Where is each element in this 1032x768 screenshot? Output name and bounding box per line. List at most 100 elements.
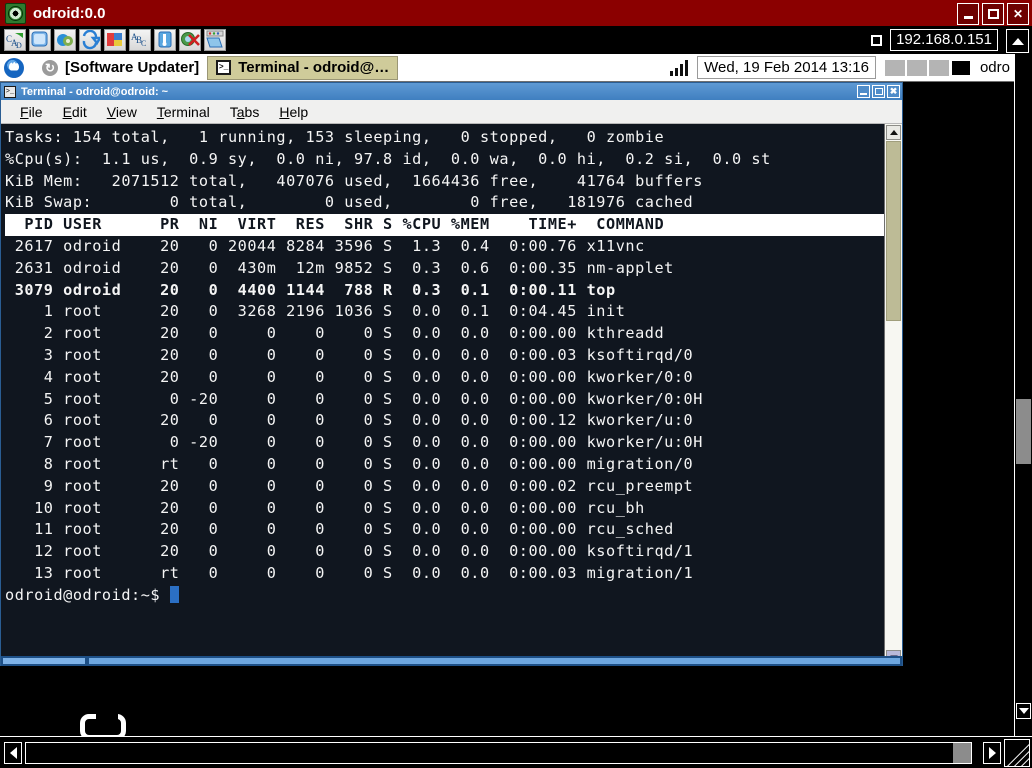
terminal-vertical-scrollbar[interactable]	[884, 124, 902, 666]
terminal-icon: >_	[216, 60, 232, 75]
close-icon: ✖	[889, 86, 898, 96]
network-signal-icon[interactable]	[670, 59, 689, 76]
top-process-row: 7 root 0 -20 0 0 0 S 0.0 0.0 0:00.00 kwo…	[5, 433, 703, 452]
top-process-row: 2 root 20 0 0 0 0 S 0.0 0.0 0:00.00 kthr…	[5, 324, 665, 343]
workspace-2[interactable]	[905, 58, 928, 77]
menu-tabs[interactable]: Tabs	[229, 103, 260, 120]
menu-edit[interactable]: Edit	[62, 103, 87, 120]
fullscreen-icon[interactable]	[29, 29, 51, 51]
triangle-up-icon[interactable]	[1006, 29, 1029, 53]
top-process-row: 9 root 20 0 0 0 0 S 0.0 0.0 0:00.02 rcu_…	[5, 476, 694, 495]
shell-prompt: odroid@odroid:~$	[5, 585, 170, 604]
vnc-toolbar-right: 192.168.0.151	[871, 29, 998, 51]
menu-file[interactable]: File	[20, 103, 43, 120]
workspace-switcher[interactable]	[883, 58, 972, 77]
svg-text:C: C	[6, 34, 12, 44]
top-process-row: 2631 odroid 20 0 430m 12m 9852 S 0.3 0.6…	[5, 258, 674, 277]
terminal-window-buttons: ✖	[857, 85, 900, 98]
top-process-row: 8 root rt 0 0 0 0 S 0.0 0.0 0:00.00 migr…	[5, 454, 694, 473]
scrollbar-thumb-left[interactable]	[3, 658, 85, 664]
terminal-body: Tasks: 154 total, 1 running, 153 sleepin…	[1, 124, 902, 666]
terminal-window: >_ Terminal - odroid@odroid: ~ ✖ File Ed…	[0, 82, 903, 666]
software-updater-icon: ↻	[42, 59, 58, 76]
workspace-1[interactable]	[883, 58, 906, 77]
xfce-panel: ↻ [Software Updater] >_ Terminal - odroi…	[0, 54, 1014, 82]
vnc-minimize-button[interactable]	[957, 3, 979, 25]
svg-text:A: A	[131, 32, 138, 42]
refresh-screen-icon[interactable]	[79, 29, 101, 51]
top-column-header: PID USER PR NI VIRT RES SHR S %CPU %MEM …	[5, 214, 884, 236]
svg-text:C: C	[141, 39, 146, 48]
top-process-row: 10 root 20 0 0 0 0 S 0.0 0.0 0:00.00 rcu…	[5, 498, 645, 517]
task-button-label: [Software Updater]	[65, 59, 200, 76]
workspace-4[interactable]	[949, 58, 972, 77]
host-address-field[interactable]: 192.168.0.151	[890, 29, 998, 51]
vnc-window-buttons: ✕	[957, 3, 1029, 25]
remote-desktop-canvas[interactable]: ↻ [Software Updater] >_ Terminal - odroi…	[0, 54, 1014, 736]
task-button-terminal[interactable]: >_ Terminal - odroid@…	[207, 55, 399, 80]
svg-text:B: B	[136, 35, 142, 45]
square-toggle-icon[interactable]	[871, 34, 883, 46]
scrollbar-track[interactable]	[25, 742, 972, 764]
options-icon[interactable]	[54, 29, 76, 51]
top-process-row: 3 root 20 0 0 0 0 S 0.0 0.0 0:00.03 ksof…	[5, 345, 694, 364]
vnc-titlebar: odroid:0.0 ✕	[0, 0, 1032, 27]
file-transfer-icon[interactable]	[204, 29, 226, 51]
scrollbar-thumb[interactable]	[953, 743, 971, 763]
vnc-window-title: odroid:0.0	[33, 4, 106, 22]
scroll-right-button[interactable]	[983, 742, 1001, 764]
top-process-row: 6 root 20 0 0 0 0 S 0.0 0.0 0:00.12 kwor…	[5, 411, 694, 430]
panel-username: odro	[979, 59, 1010, 76]
terminal-horizontal-scrollbar[interactable]	[1, 656, 902, 666]
scroll-left-button[interactable]	[4, 742, 22, 764]
vnc-close-button[interactable]: ✕	[1007, 3, 1029, 25]
clipboard-transfer-icon[interactable]	[154, 29, 176, 51]
top-process-row: 13 root rt 0 0 0 0 S 0.0 0.0 0:00.03 mig…	[5, 563, 694, 582]
panel-clock[interactable]: Wed, 19 Feb 2014 13:16	[697, 56, 876, 79]
terminal-screen[interactable]: Tasks: 154 total, 1 running, 153 sleepin…	[1, 124, 884, 666]
terminal-minimize-button[interactable]	[857, 85, 870, 98]
menu-help[interactable]: Help	[279, 103, 309, 120]
scrollbar-thumb[interactable]	[1016, 399, 1031, 464]
task-button-software-updater[interactable]: ↻ [Software Updater]	[34, 55, 208, 80]
scrollbar-thumb[interactable]	[886, 141, 901, 321]
scroll-up-button[interactable]	[886, 125, 901, 140]
terminal-titlebar[interactable]: >_ Terminal - odroid@odroid: ~ ✖	[1, 83, 902, 100]
terminal-window-icon: >_	[4, 85, 16, 98]
new-connection-icon[interactable]	[104, 29, 126, 51]
svg-text:D: D	[16, 41, 22, 50]
task-button-label: Terminal - odroid@…	[238, 59, 390, 76]
terminal-menubar: File Edit View Terminal Tabs Help	[1, 100, 902, 124]
vnc-vertical-scrollbar[interactable]	[1014, 54, 1032, 736]
text-cursor	[169, 585, 179, 603]
resize-grip[interactable]	[1004, 739, 1030, 767]
terminal-maximize-button[interactable]	[872, 85, 885, 98]
top-process-row: 3079 odroid 20 0 4400 1144 788 R 0.3 0.1…	[5, 280, 616, 299]
vnc-maximize-button[interactable]	[982, 3, 1004, 25]
workspace-3[interactable]	[927, 58, 950, 77]
disconnect-icon[interactable]	[179, 29, 201, 51]
menu-terminal[interactable]: Terminal	[156, 103, 210, 120]
top-process-row: 11 root 20 0 0 0 0 S 0.0 0.0 0:00.00 rcu…	[5, 520, 674, 539]
window-task-list: ↻ [Software Updater] >_ Terminal - odroi…	[34, 55, 666, 80]
terminal-window-title: Terminal - odroid@odroid: ~	[21, 85, 169, 98]
top-process-row: 1 root 20 0 3268 2196 1036 S 0.0 0.1 0:0…	[5, 302, 626, 321]
top-summary-line: Tasks: 154 total, 1 running, 153 sleepin…	[5, 128, 665, 146]
top-process-row: 4 root 20 0 0 0 0 S 0.0 0.0 0:00.00 kwor…	[5, 367, 694, 386]
scroll-down-button[interactable]	[1016, 703, 1031, 719]
usb-connector-icon	[80, 714, 126, 736]
top-summary-line: %Cpu(s): 1.1 us, 0.9 sy, 0.0 ni, 97.8 id…	[5, 149, 771, 168]
vnc-horizontal-scrollbar[interactable]	[0, 736, 1032, 768]
applications-menu-icon[interactable]	[4, 57, 24, 78]
scrollbar-track[interactable]	[89, 658, 900, 664]
menu-view[interactable]: View	[106, 103, 137, 120]
top-process-row: 12 root 20 0 0 0 0 S 0.0 0.0 0:00.00 kso…	[5, 542, 694, 561]
terminal-close-button[interactable]: ✖	[887, 85, 900, 98]
top-summary-line: KiB Mem: 2071512 total, 407076 used, 166…	[5, 171, 703, 190]
top-process-row: 5 root 0 -20 0 0 0 S 0.0 0.0 0:00.00 kwo…	[5, 389, 703, 408]
